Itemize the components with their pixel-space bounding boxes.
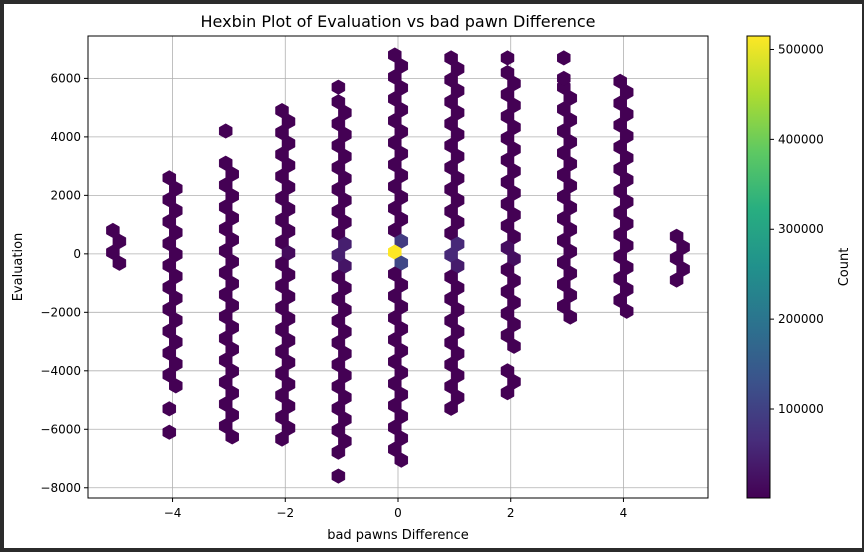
- colorbar-tick-label: 300000: [778, 222, 824, 236]
- x-tick-label: −2: [276, 506, 294, 520]
- hexbin-cell: [112, 255, 127, 271]
- hexbin-cell: [619, 303, 634, 319]
- x-tick-label: 2: [507, 506, 515, 520]
- y-axis-label: Evaluation: [11, 233, 26, 302]
- colorbar-tick-label: 400000: [778, 132, 824, 146]
- colorbar-ticks: 100000 200000 300000 400000 500000: [770, 42, 824, 416]
- y-tick-label: 6000: [50, 71, 81, 85]
- hexbin-cell: [563, 309, 578, 325]
- y-tick-label: −8000: [40, 481, 81, 495]
- y-tick-label: 2000: [50, 188, 81, 202]
- x-tick-label: −4: [164, 506, 182, 520]
- y-tick-label: 4000: [50, 130, 81, 144]
- colorbar-tick-label: 100000: [778, 402, 824, 416]
- hexbin-cell: [331, 468, 346, 484]
- hexbin-cell: [500, 50, 515, 66]
- y-axis-ticks: −8000 −6000 −4000 −2000 0 2000 4000 6000: [40, 71, 88, 495]
- hexbin-cell: [331, 79, 346, 95]
- colorbar: [746, 35, 771, 499]
- y-tick-label: −2000: [40, 305, 81, 319]
- hexbin-cell: [162, 401, 177, 417]
- hexbin-cell: [275, 431, 289, 447]
- hexbin-cell: [169, 378, 183, 394]
- y-tick-label: −4000: [40, 364, 81, 378]
- hexbin-cell: [500, 385, 515, 401]
- colorbar-tick-label: 200000: [778, 312, 824, 326]
- hexbin-cell: [557, 70, 571, 86]
- hexbin-cell: [444, 400, 458, 416]
- hexbin-cell: [669, 272, 684, 288]
- hexbin-cell: [218, 123, 233, 139]
- x-axis-label: bad pawns Difference: [327, 528, 469, 543]
- hexbin-cell: [507, 338, 521, 354]
- hexbin-cell: [394, 452, 409, 468]
- hexbin-cell: [331, 444, 346, 460]
- colorbar-label: Count: [837, 248, 852, 287]
- x-tick-label: 0: [394, 506, 402, 520]
- colorbar-tick-label: 500000: [778, 42, 824, 56]
- hexbin-cell: [162, 424, 177, 440]
- y-tick-label: 0: [73, 247, 81, 261]
- figure: Hexbin Plot of Evaluation vs bad pawn Di…: [4, 4, 862, 548]
- x-tick-label: 4: [620, 506, 628, 520]
- x-axis-ticks: −4 −2 0 2 4: [164, 498, 628, 520]
- hexbin-cell: [225, 429, 239, 445]
- hexbin-cells: [106, 47, 690, 484]
- chart-title: Hexbin Plot of Evaluation vs bad pawn Di…: [201, 12, 596, 31]
- hexbin-chart: Hexbin Plot of Evaluation vs bad pawn Di…: [11, 12, 852, 543]
- y-tick-label: −6000: [40, 422, 81, 436]
- hexbin-cell: [557, 50, 571, 66]
